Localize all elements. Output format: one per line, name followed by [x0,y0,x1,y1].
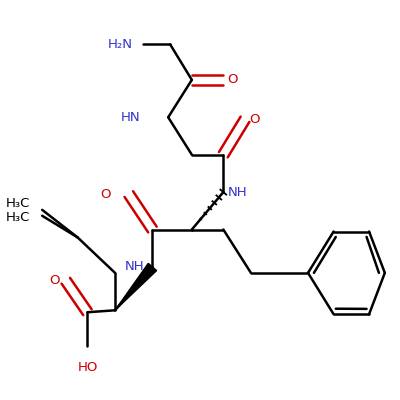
Text: O: O [100,188,111,200]
Text: H₃C: H₃C [6,211,30,224]
Text: NH: NH [227,186,247,199]
Text: H₂N: H₂N [108,38,133,51]
Text: O: O [227,73,238,86]
Polygon shape [115,263,157,310]
Text: H₃C: H₃C [6,198,30,210]
Text: O: O [49,274,60,287]
Text: HO: HO [77,362,98,374]
Text: NH: NH [125,260,144,274]
Text: HN: HN [121,111,141,124]
Text: O: O [249,113,260,126]
